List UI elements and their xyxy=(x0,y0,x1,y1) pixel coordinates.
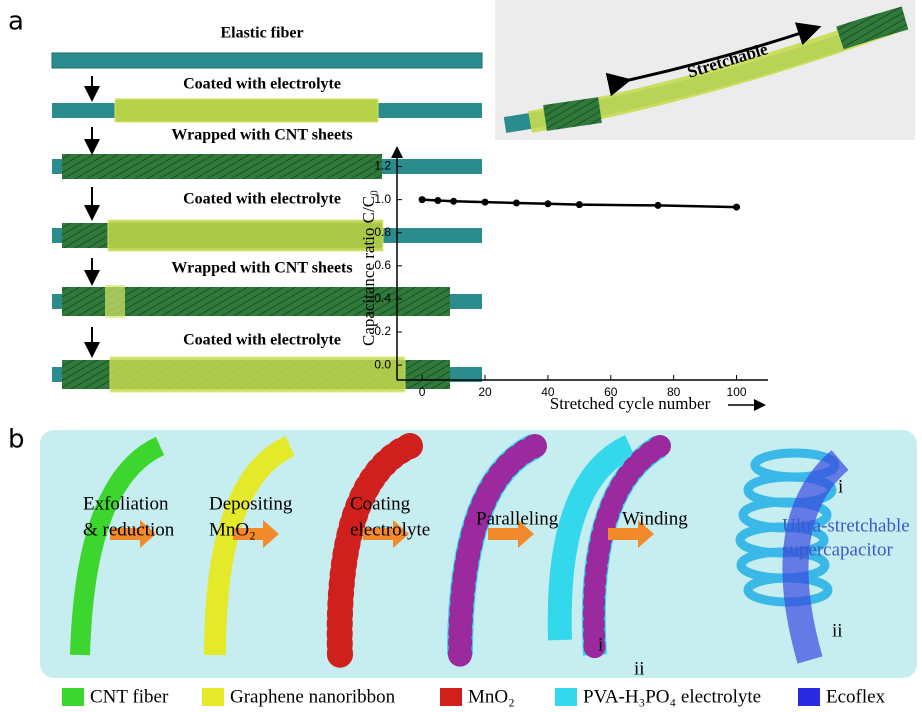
legend-label: Ecoflex xyxy=(826,686,886,707)
data-point xyxy=(434,197,441,204)
data-point xyxy=(482,199,489,206)
step-label: Paralleling xyxy=(476,508,559,529)
step-label: Coated with electrolyte xyxy=(183,76,341,93)
y-axis-label: Capacitance ratio C/C₀ xyxy=(359,190,378,346)
legend-label: Graphene nanoribbon xyxy=(230,686,396,707)
y-tick-label: 0.0 xyxy=(374,357,391,371)
legend-label: MnO₂ xyxy=(468,686,515,707)
legend-label: PVA-H₃PO₄ electrolyte xyxy=(583,686,761,707)
step-label: MnO₂ xyxy=(209,519,256,540)
step-label: Coated with electrolyte xyxy=(183,332,341,349)
panel-letter: b xyxy=(8,425,25,455)
data-point xyxy=(576,201,583,208)
step-label: Winding xyxy=(622,508,688,529)
x-tick-label: 100 xyxy=(727,385,747,399)
figure: a Elastic fiber Coated with electrolyte … xyxy=(0,0,922,712)
step-label: Wrapped with CNT sheets xyxy=(171,260,352,277)
data-point xyxy=(419,196,426,203)
step-label: Depositing xyxy=(209,493,293,514)
marker: ii xyxy=(634,658,645,679)
step-label: Elastic fiber xyxy=(220,25,303,42)
step-label: Coated with electrolyte xyxy=(183,191,341,208)
marker: ii xyxy=(832,620,843,641)
result-label: Ultra-stretchable xyxy=(782,515,910,536)
data-point xyxy=(544,200,551,207)
marker: i xyxy=(598,634,603,655)
step-label: electrolyte xyxy=(350,519,430,540)
data-point xyxy=(450,198,457,205)
x-tick-label: 0 xyxy=(419,385,426,399)
x-axis-label: Stretched cycle number xyxy=(550,394,711,413)
data-point xyxy=(733,204,740,211)
y-tick-label: 1.2 xyxy=(374,159,391,173)
step-label: Coating xyxy=(350,493,411,514)
marker: i xyxy=(838,476,843,497)
step-label: Exfoliation xyxy=(83,493,169,514)
x-tick-label: 20 xyxy=(478,385,492,399)
data-point xyxy=(513,199,520,206)
panel-letter: a xyxy=(8,7,24,37)
step-label: Wrapped with CNT sheets xyxy=(171,127,352,144)
result-label: supercapacitor xyxy=(782,539,893,560)
step-label: & reduction xyxy=(83,519,175,540)
data-point xyxy=(654,202,661,209)
legend-label: CNT fiber xyxy=(90,686,169,707)
